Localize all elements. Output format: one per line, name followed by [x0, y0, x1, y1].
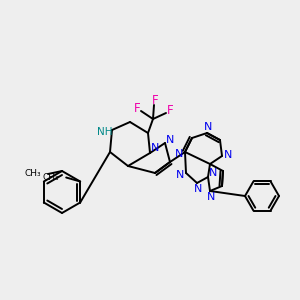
Text: NH: NH: [97, 127, 113, 137]
Text: N: N: [151, 143, 159, 153]
Text: N: N: [166, 135, 174, 145]
Text: N: N: [224, 150, 232, 160]
Text: N: N: [175, 149, 183, 159]
Text: N: N: [209, 168, 217, 178]
Text: CH₃: CH₃: [24, 169, 41, 178]
Text: N: N: [194, 184, 202, 194]
Text: F: F: [167, 104, 173, 118]
Text: N: N: [207, 192, 215, 202]
Text: CH₃: CH₃: [43, 173, 59, 182]
Text: N: N: [176, 170, 184, 180]
Text: N: N: [204, 122, 212, 132]
Text: F: F: [152, 94, 158, 107]
Text: F: F: [134, 103, 140, 116]
